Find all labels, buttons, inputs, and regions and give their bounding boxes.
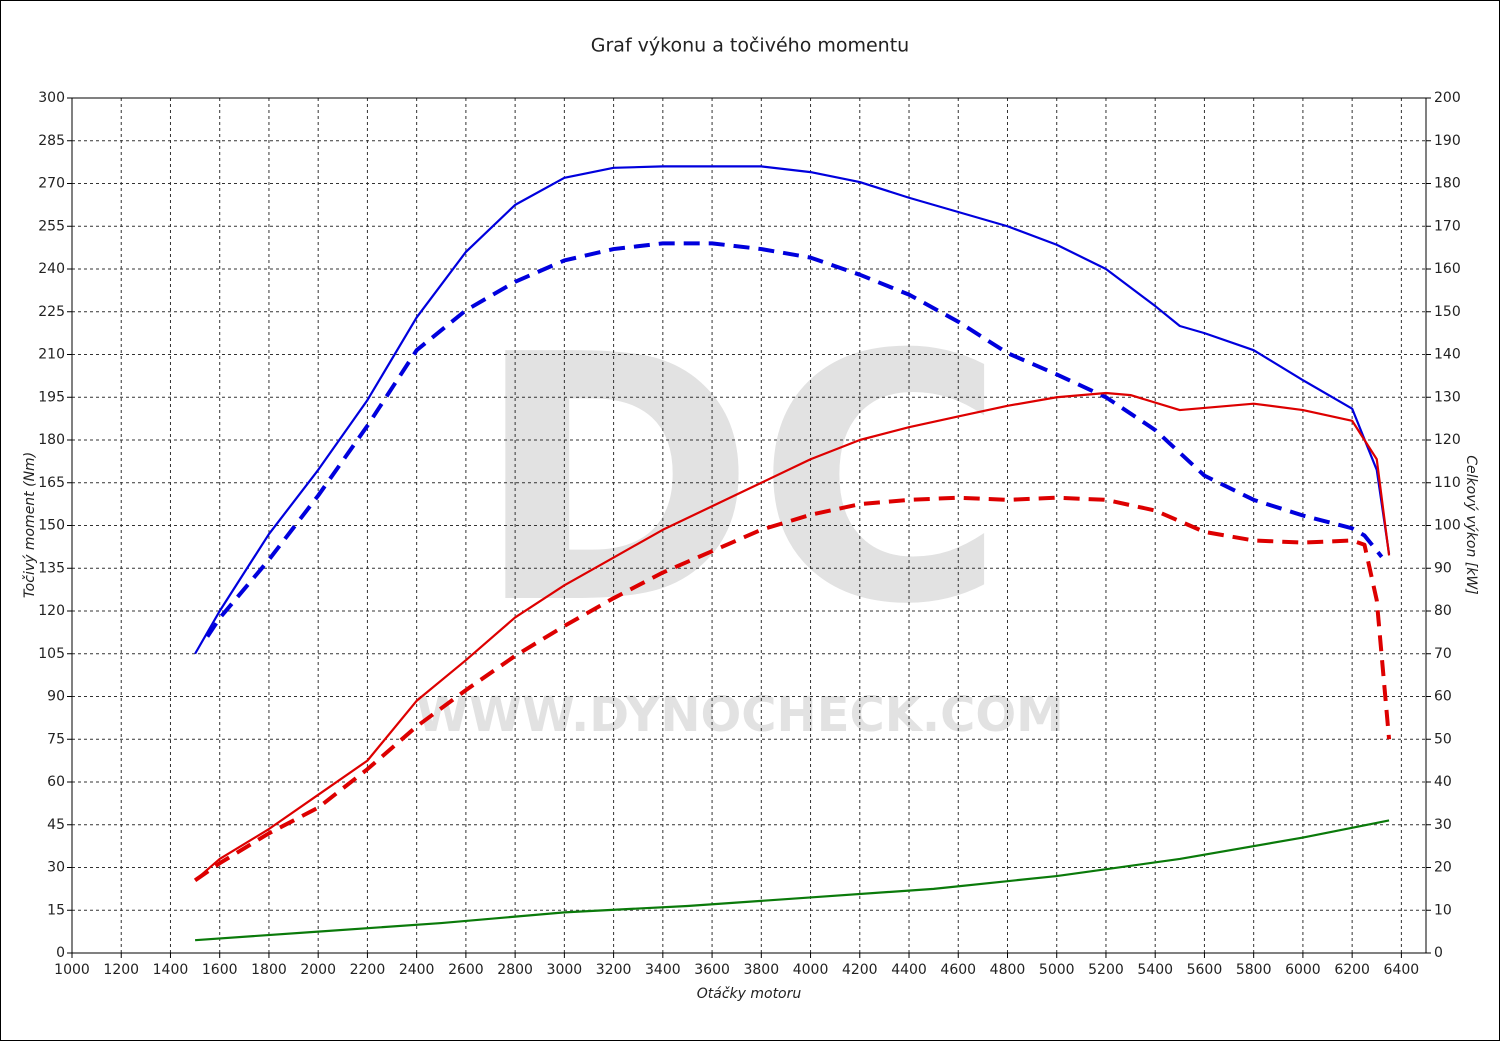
- x-tick-label: 1600: [202, 962, 238, 978]
- y-tick-label: 240: [38, 261, 65, 277]
- watermark-url: WWW.DYNOCHECK.COM: [416, 687, 1064, 743]
- x-tick-label: 5000: [1039, 962, 1075, 978]
- x-tick-label: 6200: [1334, 962, 1370, 978]
- y2-tick-label: 190: [1434, 133, 1461, 149]
- x-tick-label: 1800: [251, 962, 287, 978]
- y2-tick-label: 150: [1434, 304, 1461, 320]
- x-tick-label: 2800: [497, 962, 533, 978]
- y2-tick-label: 50: [1434, 731, 1452, 747]
- chart-title: Graf výkonu a točivého momentu: [591, 35, 909, 57]
- y-tick-label: 45: [47, 817, 65, 833]
- x-tick-label: 4400: [891, 962, 927, 978]
- y2-axis-label: Celkový výkon [kW]: [1463, 455, 1479, 594]
- x-tick-label: 1000: [54, 962, 90, 978]
- x-tick-label: 3400: [645, 962, 681, 978]
- y-tick-label: 0: [56, 945, 65, 961]
- series-line: [205, 241, 1384, 638]
- y2-tick-label: 130: [1434, 389, 1461, 405]
- y-tick-label: 225: [38, 304, 65, 320]
- y-tick-label: 30: [47, 860, 65, 876]
- y-tick-label: 150: [38, 518, 65, 534]
- y-tick-label: 120: [38, 603, 65, 619]
- x-tick-label: 5600: [1187, 962, 1223, 978]
- y-tick-label: 165: [38, 475, 65, 491]
- y2-tick-label: 100: [1434, 518, 1461, 534]
- x-axis-label: Otáčky motoru: [697, 986, 802, 1002]
- x-tick-label: 1200: [103, 962, 139, 978]
- y-tick-label: 285: [38, 133, 65, 149]
- y-tick-label: 255: [38, 218, 65, 234]
- x-tick-label: 1400: [153, 962, 189, 978]
- x-tick-label: 4800: [990, 962, 1026, 978]
- x-tick-label: 3000: [547, 962, 583, 978]
- y2-tick-label: 160: [1434, 261, 1461, 277]
- x-tick-label: 5200: [1088, 962, 1124, 978]
- y-axis-label: Točivý moment (Nm): [22, 452, 38, 598]
- x-tick-label: 4600: [940, 962, 976, 978]
- y2-tick-label: 180: [1434, 176, 1461, 192]
- y2-tick-label: 90: [1434, 560, 1452, 576]
- x-tick-label: 2200: [350, 962, 386, 978]
- x-tick-label: 3600: [694, 962, 730, 978]
- x-tick-label: 5400: [1137, 962, 1173, 978]
- series-line: [195, 819, 1390, 942]
- y2-tick-label: 60: [1434, 689, 1452, 705]
- y-tick-label: 15: [47, 902, 65, 918]
- y2-tick-label: 0: [1434, 945, 1443, 961]
- y2-tick-label: 200: [1434, 90, 1461, 106]
- x-tick-label: 6000: [1285, 962, 1321, 978]
- y-tick-label: 135: [38, 560, 65, 576]
- x-tick-label: 2400: [399, 962, 435, 978]
- y2-tick-label: 20: [1434, 860, 1452, 876]
- y-tick-label: 90: [47, 689, 65, 705]
- y2-tick-label: 120: [1434, 432, 1461, 448]
- y2-tick-label: 80: [1434, 603, 1452, 619]
- y-tick-label: 300: [38, 90, 65, 106]
- x-tick-label: 5800: [1236, 962, 1272, 978]
- y-tick-label: 210: [38, 347, 65, 363]
- y2-tick-label: 10: [1434, 902, 1452, 918]
- y-tick-label: 105: [38, 646, 65, 662]
- x-tick-label: 3800: [743, 962, 779, 978]
- y2-tick-label: 40: [1434, 774, 1452, 790]
- y-tick-label: 180: [38, 432, 65, 448]
- y-tick-label: 270: [38, 176, 65, 192]
- series-line: [194, 165, 1391, 655]
- series-line: [193, 495, 1392, 882]
- x-tick-label: 2000: [300, 962, 336, 978]
- y2-tick-label: 30: [1434, 817, 1452, 833]
- x-tick-label: 6400: [1384, 962, 1420, 978]
- x-tick-label: 4200: [842, 962, 878, 978]
- y-tick-label: 75: [47, 731, 65, 747]
- x-tick-label: 2600: [448, 962, 484, 978]
- watermark: DC: [474, 283, 1006, 679]
- x-tick-label: 4000: [793, 962, 829, 978]
- y2-tick-label: 110: [1434, 475, 1461, 491]
- y-tick-label: 195: [38, 389, 65, 405]
- y-tick-label: 60: [47, 774, 65, 790]
- x-tick-label: 3200: [596, 962, 632, 978]
- series-line: [194, 391, 1391, 882]
- plot-area: [71, 97, 1427, 954]
- y2-tick-label: 70: [1434, 646, 1452, 662]
- y2-tick-label: 170: [1434, 218, 1461, 234]
- y2-tick-label: 140: [1434, 347, 1461, 363]
